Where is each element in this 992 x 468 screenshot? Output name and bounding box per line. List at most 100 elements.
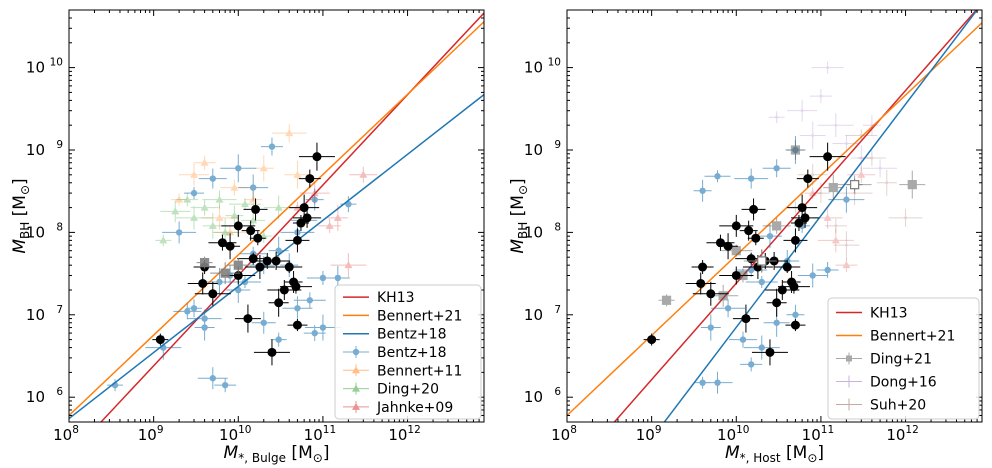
data-point <box>243 198 268 221</box>
x-tick-label: 108 <box>53 424 79 444</box>
data-point <box>202 190 237 209</box>
legend: KH13 Bennert+21 Bentz+18 Bentz+18 Bennert+11… <box>334 284 482 420</box>
data-point <box>238 174 269 201</box>
data-point <box>152 333 169 346</box>
data-point <box>318 218 341 233</box>
data-point <box>176 205 213 230</box>
data-point <box>791 207 820 228</box>
axes-frame <box>566 9 983 423</box>
data-point <box>293 207 322 228</box>
data-point <box>762 159 791 178</box>
relation-line-bennert-21 <box>69 21 484 417</box>
data-point <box>225 205 244 226</box>
series-sample-5 <box>196 256 250 285</box>
data-point <box>298 169 321 188</box>
legend-item-bennert-21: Bennert+21 <box>836 329 955 345</box>
data-point <box>851 144 872 171</box>
data-point <box>846 178 863 191</box>
data-point <box>279 279 312 294</box>
legend-item-bentz-18: Bentz+18 <box>343 327 446 343</box>
data-point <box>734 168 769 189</box>
data-point <box>796 169 819 188</box>
y-tick-label: 10 8 <box>26 221 63 241</box>
data-point <box>107 379 124 392</box>
data-point <box>658 294 675 307</box>
x-tick-label: 109 <box>636 424 662 444</box>
data-point <box>276 261 303 274</box>
data-point <box>809 142 846 171</box>
data-point <box>845 129 878 142</box>
data-point <box>719 266 754 285</box>
data-point <box>187 309 222 328</box>
legend-label: Ding+20 <box>377 382 439 398</box>
legend-label: Bennert+21 <box>377 308 462 324</box>
data-point <box>253 339 290 366</box>
data-point <box>227 258 250 273</box>
data-point <box>206 268 233 297</box>
legend-label: Ding+21 <box>870 352 932 368</box>
data-point <box>739 220 758 241</box>
y-tick-label: 10 9 <box>26 139 63 159</box>
data-point <box>292 215 309 232</box>
y-tick-label: 10 6 <box>26 386 63 406</box>
legend-item-jahnke-09: Jahnke+09 <box>343 400 453 416</box>
legend-label: Bennert+21 <box>870 329 955 345</box>
data-point <box>833 231 860 260</box>
series-ding-20 <box>155 190 294 247</box>
y-tick-label: 10 10 <box>26 57 63 77</box>
x-axis-label: M*, Bulge [M⊙] <box>224 443 330 465</box>
data-point <box>220 233 241 260</box>
data-point <box>304 314 341 341</box>
legend-label: Bentz+18 <box>377 327 446 343</box>
legend-label: KH13 <box>377 290 415 306</box>
data-point <box>210 262 241 285</box>
data-point <box>693 179 712 202</box>
data-point <box>704 170 731 183</box>
legend-box <box>334 284 482 420</box>
data-point <box>876 169 897 196</box>
data-point <box>692 281 729 306</box>
data-point <box>817 113 854 138</box>
data-point <box>774 261 801 274</box>
legend-label: Bennert+11 <box>377 363 462 379</box>
data-point <box>241 220 260 241</box>
data-point <box>145 335 182 360</box>
y-axis-label: MBH [M⊙] <box>508 178 530 253</box>
data-point <box>202 212 223 239</box>
x-tick-label: 1010 <box>219 424 251 444</box>
data-point <box>691 260 714 275</box>
data-point <box>747 231 764 246</box>
y-tick-label: 10 10 <box>524 57 561 77</box>
data-point <box>184 187 205 200</box>
data-point <box>762 217 791 234</box>
data-point <box>711 299 746 318</box>
x-tick-label: 1011 <box>304 424 336 444</box>
data-point <box>746 249 777 272</box>
legend-label: Dong+16 <box>870 375 937 391</box>
data-point <box>799 121 826 150</box>
data-point <box>179 163 210 186</box>
data-point <box>244 255 275 280</box>
series-suh-20 <box>787 129 923 260</box>
data-point <box>751 339 788 366</box>
x-tick-label: 109 <box>138 424 164 444</box>
legend: KH13 Bennert+21 Ding+21 Dong+16 Suh+20 <box>827 297 980 420</box>
data-point <box>847 166 876 183</box>
data-point <box>728 331 757 348</box>
axes-frame <box>68 9 485 423</box>
data-point <box>787 99 818 122</box>
data-point <box>766 288 787 317</box>
series-sample-6 <box>746 178 863 272</box>
plot-area <box>567 10 982 422</box>
data-point <box>804 187 821 200</box>
data-point <box>160 200 191 223</box>
y-tick-label: 10 6 <box>524 386 561 406</box>
data-point <box>201 205 238 230</box>
data-point <box>863 159 898 178</box>
y-tick-label: 10 7 <box>26 304 63 324</box>
y-tick-label: 10 7 <box>524 304 561 324</box>
data-point <box>718 233 739 260</box>
data-point <box>757 224 782 249</box>
